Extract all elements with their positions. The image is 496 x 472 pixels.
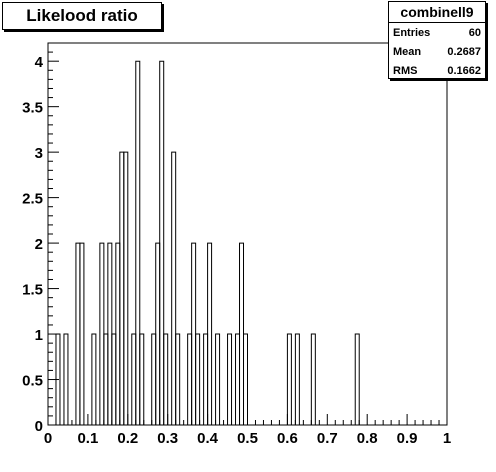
histogram-bar (286, 333, 292, 425)
stats-label: Entries (393, 26, 431, 39)
stats-row-mean: Mean 0.2687 (389, 42, 485, 61)
histogram-bar (215, 333, 221, 425)
histogram-bar (310, 333, 316, 425)
y-tick-label: 1 (35, 327, 43, 344)
histogram-bar (171, 151, 177, 425)
stats-row-entries: Entries 60 (389, 23, 485, 42)
stats-label: Mean (393, 45, 422, 58)
y-tick-label: 3.5 (22, 100, 43, 117)
y-tick-label: 1.5 (22, 282, 43, 299)
x-tick-label: 0.2 (117, 430, 138, 447)
histogram-bar (294, 333, 300, 425)
y-tick-label: 3 (35, 145, 43, 162)
stats-box: combinell9 Entries 60 Mean 0.2687 RMS 0.… (388, 1, 486, 79)
x-tick-label: 0.3 (157, 430, 178, 447)
histogram-bar (207, 242, 213, 425)
x-tick-label: 1 (443, 430, 451, 447)
stats-label: RMS (393, 64, 418, 77)
x-tick-label: 0.6 (277, 430, 298, 447)
stats-value: 0.1662 (447, 64, 481, 77)
x-tick-label: 0 (44, 430, 52, 447)
histogram-bar (195, 333, 201, 425)
stats-value: 0.2687 (447, 45, 481, 58)
y-axis: 0 0.5 1 1.5 2 2.5 3 3.5 4 (22, 42, 59, 435)
histogram-bar (227, 333, 233, 425)
histogram-bar (79, 242, 85, 425)
x-axis: 0 0.1 0.2 0.3 0.4 0.5 0.6 0.7 0.8 0.9 1 (44, 414, 451, 447)
histogram-bar (159, 60, 165, 425)
histogram-bar (91, 333, 97, 425)
y-tick-label: 0 (35, 418, 43, 435)
histogram-bar (243, 333, 248, 425)
y-tick-label: 2.5 (22, 191, 43, 208)
x-tick-label: 0.1 (77, 430, 98, 447)
y-tick-label: 2 (35, 236, 43, 253)
histogram-bar (123, 151, 129, 425)
x-tick-label: 0.4 (197, 430, 219, 447)
histogram-bar (354, 333, 360, 425)
stats-histogram-name: combinell9 (389, 2, 485, 23)
histogram-bar (139, 333, 145, 425)
x-tick-label: 0.7 (317, 430, 338, 447)
y-tick-label: 0.5 (22, 373, 43, 390)
histogram-bars (48, 60, 447, 426)
histogram-bar (175, 333, 181, 425)
histogram-bar (135, 60, 141, 425)
x-tick-label: 0.8 (357, 430, 378, 447)
chart-title: Likelood ratio (2, 2, 162, 30)
y-tick-label: 4 (35, 54, 44, 71)
x-tick-label: 0.9 (397, 430, 418, 447)
stats-row-rms: RMS 0.1662 (389, 61, 485, 80)
x-tick-label: 0.5 (237, 430, 258, 447)
stats-value: 60 (468, 26, 481, 39)
histogram-bar (163, 333, 169, 425)
histogram-bar (63, 333, 69, 425)
